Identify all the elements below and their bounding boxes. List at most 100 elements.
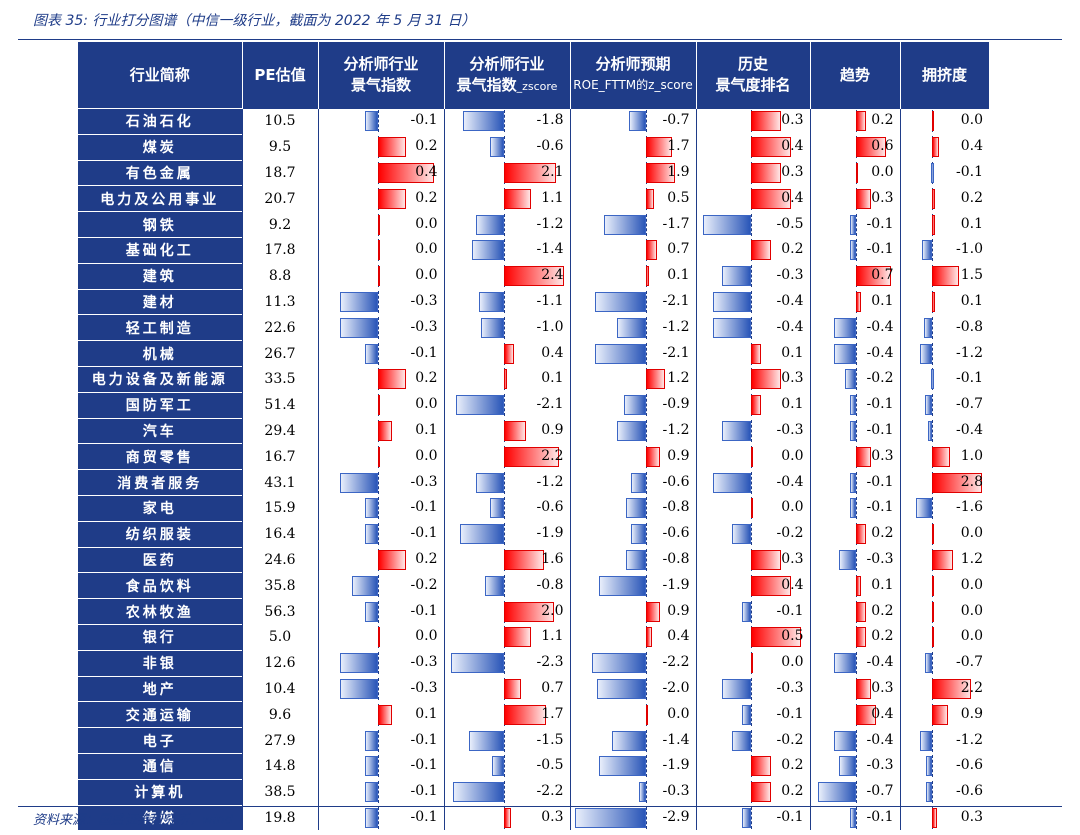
crowd-cell: -0.8 [899,314,989,341]
analystz-value: 1.7 [541,705,564,722]
analystz-bar-area: -2.2 [445,780,570,804]
industry-name: 机械 [78,340,242,367]
crowd-cell: -1.6 [899,495,989,522]
positive-bar [751,756,772,777]
zero-axis [503,213,505,236]
positive-bar [377,369,406,390]
negative-bar [930,162,934,183]
crowd-cell: -1.2 [899,727,989,754]
industry-name: 钢铁 [78,211,242,238]
pe-value: 43.1 [241,469,318,496]
table-row: 汽车 29.4 0.1 0.9 -1.2 -0.3 -0.1 -0.4 [78,417,989,444]
header-analystz-line1: 分析师行业 [469,54,545,73]
zero-axis [503,136,505,159]
trend-bar-area: 0.2 [811,522,900,546]
trend-bar-area: -0.1 [811,238,900,262]
zero-axis [751,213,753,236]
zero-axis [377,523,379,546]
trend-cell: 0.2 [809,624,900,651]
hist-value: 0.4 [781,189,804,206]
analyst-cell: 0.1 [317,701,444,728]
crowd-cell: 0.4 [899,134,989,161]
roe-cell: -1.7 [569,211,696,238]
roe-bar-area: -1.4 [571,729,696,753]
hist-bar-area: -0.2 [697,729,810,753]
hist-cell: -0.4 [695,314,810,341]
analyst-value: -0.1 [410,112,438,129]
crowd-cell: 0.0 [899,572,989,599]
hist-cell: 0.1 [695,340,810,367]
crowd-bar-area: 0.1 [901,213,990,237]
table-row: 钢铁 9.2 0.0 -1.2 -1.7 -0.5 -0.1 0.1 [78,211,990,238]
roe-cell: -0.3 [569,779,696,806]
negative-bar [919,730,932,751]
positive-bar [855,575,861,596]
analystz-value: -1.0 [536,318,564,335]
zero-axis [377,755,379,778]
analystz-bar-area: 1.1 [445,187,570,211]
roe-cell: 1.2 [569,366,696,393]
crowd-value: -0.7 [956,654,983,671]
negative-bar [817,782,856,803]
negative-bar [850,214,856,235]
crowd-value: -1.0 [956,241,983,258]
industry-name: 基础化工 [78,236,242,264]
trend-bar-area: -0.3 [811,754,900,778]
roe-cell: 0.7 [569,237,696,264]
hist-value: 0.0 [781,447,804,464]
industry-name: 石油石化 [78,108,242,135]
zero-axis [377,600,379,623]
analyst-bar-area: 0.2 [319,135,444,159]
trend-value: -0.1 [866,396,894,413]
trend-cell: 0.3 [809,185,900,212]
analystz-cell: -0.6 [443,495,570,522]
header-roe: 分析师预期 ROE_FTTM的z_score [570,42,697,109]
analyst-value: -0.1 [410,757,438,774]
crowd-value: 0.3 [960,808,983,825]
analystz-value: 0.9 [541,421,564,438]
zero-axis [751,290,753,313]
pe-value: 29.4 [241,418,318,444]
roe-cell: -2.0 [569,676,696,702]
trend-value: 0.2 [871,628,894,645]
roe-cell: -0.8 [569,547,696,573]
analyst-bar-area: -0.1 [319,109,444,133]
pe-value: 38.5 [241,779,318,806]
positive-bar [503,678,522,699]
hist-value: -0.3 [776,267,804,284]
positive-bar [855,137,887,158]
zero-axis [751,806,753,829]
analyst-bar-area: -0.2 [319,574,444,598]
zero-bar [931,627,934,648]
negative-bar [489,137,504,158]
analyst-cell: -0.1 [317,727,444,754]
roe-cell: -2.1 [569,340,696,367]
crowd-bar-area: 0.0 [901,109,990,133]
table-body: 石油石化 10.5 -0.1 -1.8 -0.7 0.3 0.2 0.0 煤炭 9.5 0.2 -0.… [78,108,990,831]
hist-value: 0.3 [781,550,804,567]
analyst-value: 0.2 [415,189,438,206]
analyst-bar-area: 0.1 [319,419,444,443]
negative-bar [850,472,856,493]
zero-axis [646,574,648,597]
hist-value: 0.0 [781,499,804,516]
positive-bar [377,420,392,441]
crowd-value: -0.7 [956,396,983,413]
roe-value: -1.2 [662,318,690,335]
analystz-value: 2.2 [541,447,564,464]
analyst-value: 0.0 [415,241,438,258]
zero-axis [855,729,857,752]
hist-cell: 0.3 [695,108,810,135]
industry-name: 建材 [78,288,242,315]
roe-value: -0.6 [662,525,690,542]
roe-value: -2.0 [662,679,690,696]
analystz-cell: 1.1 [443,185,570,212]
roe-bar-area: -1.2 [571,419,696,443]
roe-bar-area: 0.0 [571,703,696,727]
negative-bar [339,678,378,699]
analystz-value: -0.5 [536,757,564,774]
roe-bar-area: -2.0 [571,677,696,701]
crowd-bar-area: 0.0 [901,522,990,546]
hist-cell: 0.3 [695,160,810,186]
analyst-cell: -0.1 [317,108,444,135]
